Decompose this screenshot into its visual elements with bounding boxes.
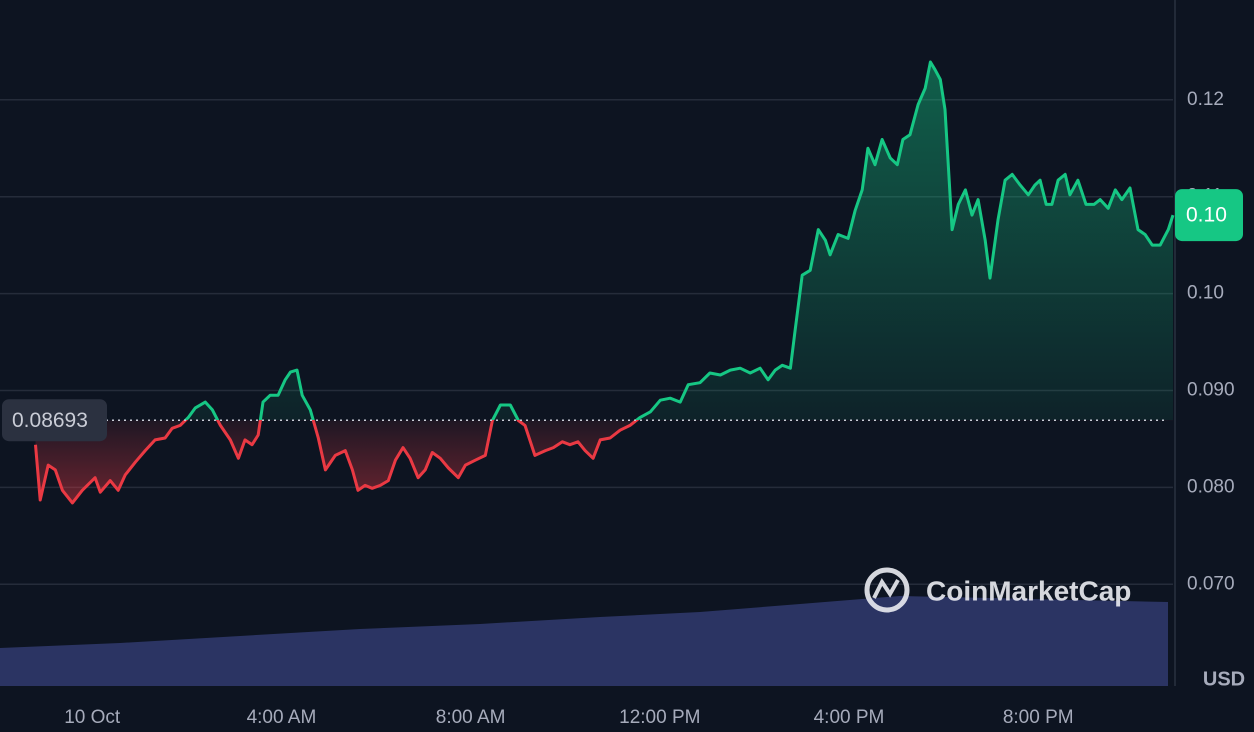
current-price-label: 0.10 (1186, 204, 1227, 227)
baseline-label: 0.08693 (12, 409, 88, 432)
y-tick-label: 0.070 (1187, 573, 1235, 594)
x-tick-label: 4:00 PM (814, 707, 885, 728)
baseline-label-box (2, 399, 107, 442)
watermark-logo (864, 567, 910, 613)
current-price-badge (1175, 189, 1243, 242)
y-tick-label: 0.090 (1187, 379, 1235, 400)
currency-label: USD (1203, 668, 1245, 690)
watermark-logo-mark (872, 578, 900, 599)
x-tick-label: 12:00 PM (619, 707, 700, 728)
watermark-text: CoinMarketCap (926, 575, 1131, 606)
x-tick-label: 8:00 AM (436, 707, 506, 728)
price-line (34, 60, 1175, 505)
x-tick-label: 10 Oct (64, 707, 121, 728)
y-tick-label: 0.080 (1187, 476, 1235, 497)
y-tick-label: 0.12 (1187, 89, 1224, 110)
price-area (35, 62, 1173, 503)
x-tick-label: 4:00 AM (247, 707, 317, 728)
volume-area (0, 596, 1168, 686)
watermark: CoinMarketCap (864, 567, 1131, 613)
y-tick-label: 0.10 (1187, 283, 1224, 304)
x-tick-label: 8:00 PM (1003, 707, 1074, 728)
